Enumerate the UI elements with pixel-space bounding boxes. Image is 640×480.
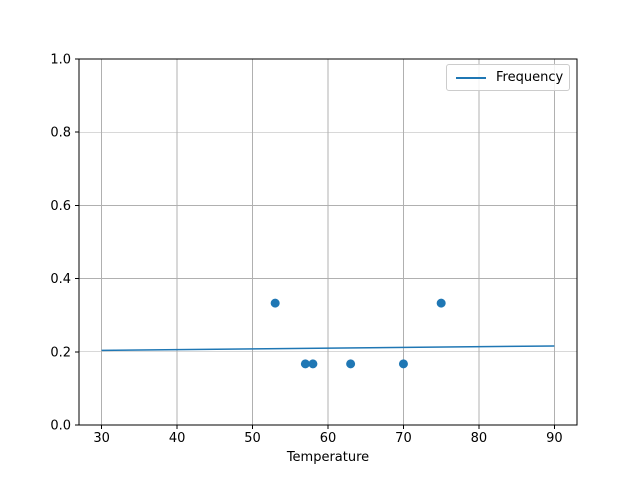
legend: Frequency [446, 64, 570, 91]
scatter-point [308, 359, 318, 369]
x-axis-label: Temperature [286, 450, 370, 465]
y-tick-label: 0.4 [50, 272, 71, 287]
y-tick-label: 0.0 [50, 419, 71, 434]
legend-label: Frequency [496, 70, 564, 85]
x-tick-label: 50 [244, 431, 261, 446]
scatter-point [270, 298, 280, 308]
scatter-point [346, 359, 356, 369]
scatter-point [300, 359, 310, 369]
frequency-trend-line [101, 345, 555, 352]
scatter-point [398, 359, 408, 369]
y-tick-label: 1.0 [50, 53, 71, 68]
x-tick-label: 90 [546, 431, 563, 446]
x-tick-label: 30 [93, 431, 110, 446]
y-tick-label: 0.8 [50, 126, 71, 141]
x-tick-label: 60 [320, 431, 337, 446]
scatter-point [436, 298, 446, 308]
x-tick-label: 40 [169, 431, 186, 446]
y-tick-label: 0.2 [50, 345, 71, 360]
x-tick-label: 70 [395, 431, 412, 446]
legend-line-sample [456, 76, 486, 79]
y-tick-label: 0.6 [50, 199, 71, 214]
x-tick-label: 80 [471, 431, 488, 446]
